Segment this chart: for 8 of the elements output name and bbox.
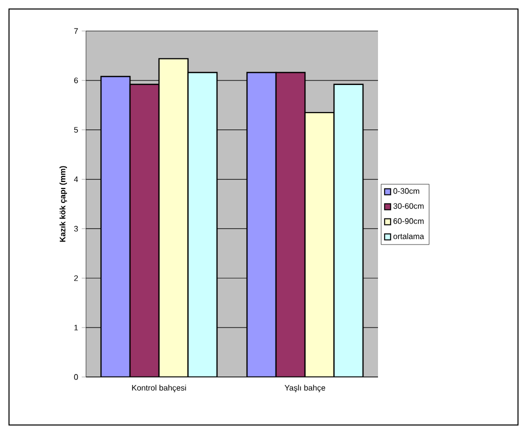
bar — [129, 84, 160, 377]
bar — [304, 112, 335, 377]
bar — [275, 72, 306, 377]
bar — [158, 58, 189, 377]
bar — [187, 72, 218, 377]
bar — [100, 76, 131, 377]
bar — [246, 72, 277, 377]
bar — [333, 84, 364, 377]
